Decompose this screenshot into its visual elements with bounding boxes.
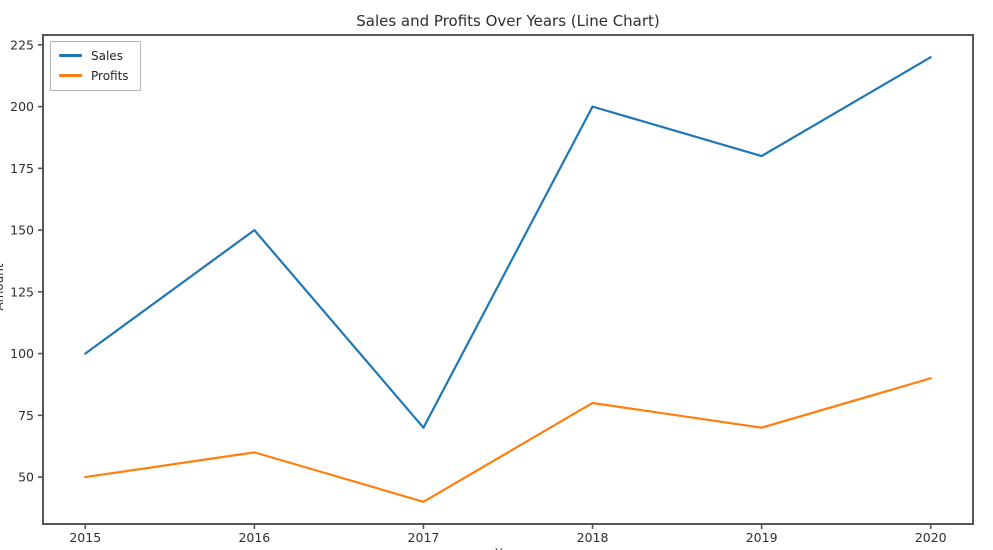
axes-frame bbox=[42, 34, 974, 525]
x-tick-label: 2018 bbox=[577, 530, 609, 545]
x-axis-label: Year bbox=[495, 546, 520, 550]
x-tick-label: 2019 bbox=[746, 530, 778, 545]
legend-item-sales: Sales bbox=[59, 47, 129, 64]
y-tick-label: 150 bbox=[10, 223, 34, 238]
y-tick-label: 200 bbox=[10, 99, 34, 114]
x-tick-label: 2020 bbox=[915, 530, 947, 545]
y-tick-label: 225 bbox=[10, 37, 34, 52]
y-tick-label: 100 bbox=[10, 346, 34, 361]
legend: Sales Profits bbox=[50, 41, 141, 91]
legend-line-sample bbox=[59, 74, 82, 77]
chart-title: Sales and Profits Over Years (Line Chart… bbox=[356, 12, 660, 30]
legend-line-sample bbox=[59, 54, 82, 57]
y-tick-label: 125 bbox=[10, 284, 34, 299]
x-tick-label: 2015 bbox=[69, 530, 101, 545]
series-line-profits bbox=[84, 377, 932, 503]
x-tick-label: 2017 bbox=[408, 530, 440, 545]
legend-item-profits: Profits bbox=[59, 67, 129, 84]
y-tick-label: 75 bbox=[18, 408, 34, 423]
y-tick-label: 50 bbox=[18, 470, 34, 485]
legend-label: Profits bbox=[91, 68, 129, 83]
series-line-sales bbox=[84, 56, 932, 429]
x-tick-label: 2016 bbox=[238, 530, 270, 545]
legend-label: Sales bbox=[91, 48, 123, 63]
y-tick-label: 175 bbox=[10, 161, 34, 176]
